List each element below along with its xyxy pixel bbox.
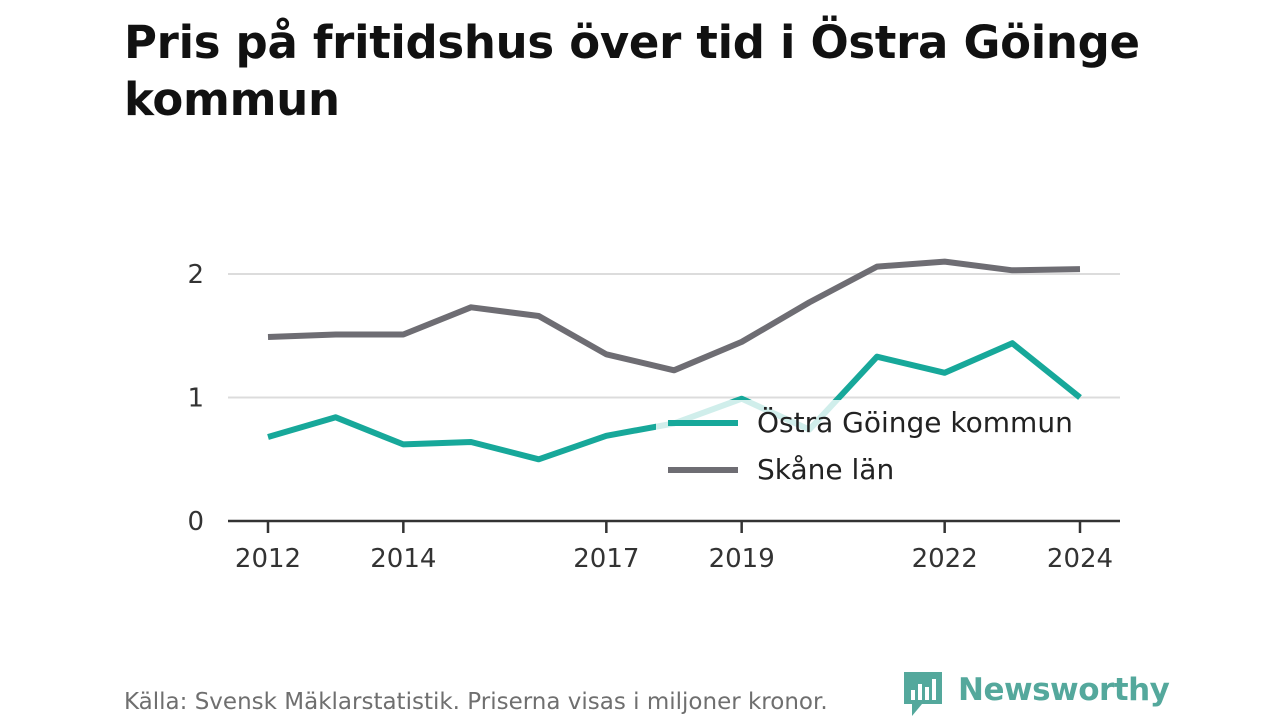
x-tick-label: 2017 (573, 544, 639, 574)
legend-label: Östra Göinge kommun (757, 405, 1073, 439)
x-tick-label: 2012 (235, 544, 301, 574)
legend-background (656, 400, 1116, 500)
axes: 0 1 2 2012 2014 2017 2019 2022 2024 (187, 260, 1120, 574)
newsworthy-logo-icon (904, 672, 942, 716)
legend: Östra Göinge kommun Skåne län (656, 400, 1116, 500)
gridlines (228, 273, 1120, 399)
x-tick-label: 2014 (370, 544, 436, 574)
legend-label: Skåne län (757, 453, 894, 486)
brand-name: Newsworthy (958, 672, 1170, 708)
x-tick-label: 2024 (1047, 544, 1113, 574)
y-tick-label: 1 (187, 384, 204, 414)
y-tick-label: 0 (187, 507, 204, 537)
line-chart: 0 1 2 2012 2014 2017 2019 2022 2024 Östra Göinge… (187, 258, 1120, 574)
x-tick-label: 2019 (709, 544, 775, 574)
series-line-skane-lan (267, 258, 1081, 374)
chart-title: Pris på fritidshus över tid i Östra Göin… (124, 16, 1140, 126)
y-tick-label: 2 (187, 260, 204, 290)
x-tick-label: 2022 (912, 544, 978, 574)
source-note: Källa: Svensk Mäklarstatistik. Priserna … (124, 689, 828, 715)
brand-logo[interactable]: Newsworthy (900, 668, 1170, 720)
